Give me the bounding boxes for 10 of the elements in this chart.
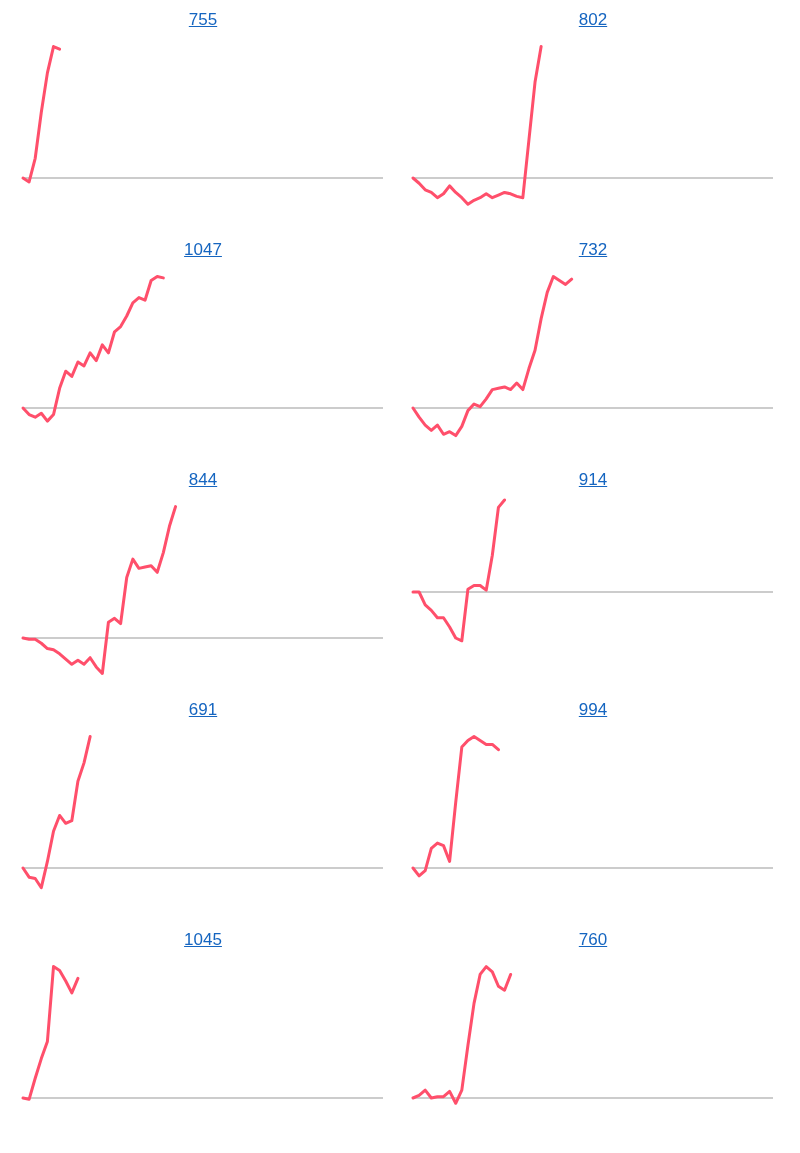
chart-title: 732	[578, 239, 608, 261]
chart-title: 914	[578, 469, 608, 491]
chart-title: 802	[578, 9, 608, 31]
chart-title: 994	[578, 699, 608, 721]
chart-title: 1045	[184, 929, 222, 951]
chart-title: 755	[188, 9, 218, 31]
chart-title: 691	[188, 699, 218, 721]
chart-title: 760	[578, 929, 608, 951]
chart-title: 1047	[184, 239, 222, 261]
chart-title: 844	[188, 469, 218, 491]
